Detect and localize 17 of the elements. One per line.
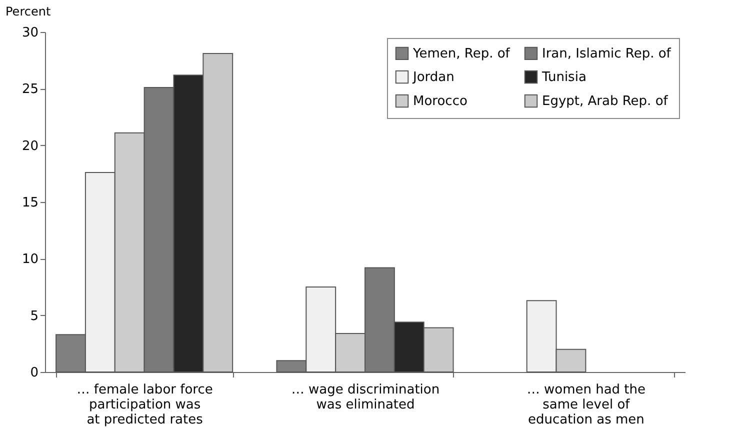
y-tick-label: 20: [22, 138, 38, 154]
y-tick-label: 0: [30, 366, 38, 380]
legend-label: Jordan: [412, 70, 454, 85]
x-tick-label: … women had the same level of education as men: [526, 382, 646, 428]
y-tick-label: 30: [22, 26, 38, 40]
y-tick-label: 10: [22, 252, 38, 268]
y-tick-label: 5: [30, 308, 38, 324]
legend-label: Morocco: [413, 94, 468, 109]
x-tick-label: … wage discrimination was eliminated: [291, 382, 440, 412]
legend-label: Yemen, Rep. of: [412, 46, 510, 62]
legend-label: Egypt, Arab Rep. of: [542, 94, 668, 109]
y-axis-title: Percent: [6, 4, 51, 18]
x-tick-label: … female labor force participation was at predicted rates: [76, 382, 213, 428]
legend-label: Iran, Islamic Rep. of: [542, 46, 672, 62]
legend-label: Tunisia: [541, 70, 586, 85]
y-tick-label: 15: [22, 196, 38, 210]
y-tick-label: 25: [22, 82, 38, 98]
